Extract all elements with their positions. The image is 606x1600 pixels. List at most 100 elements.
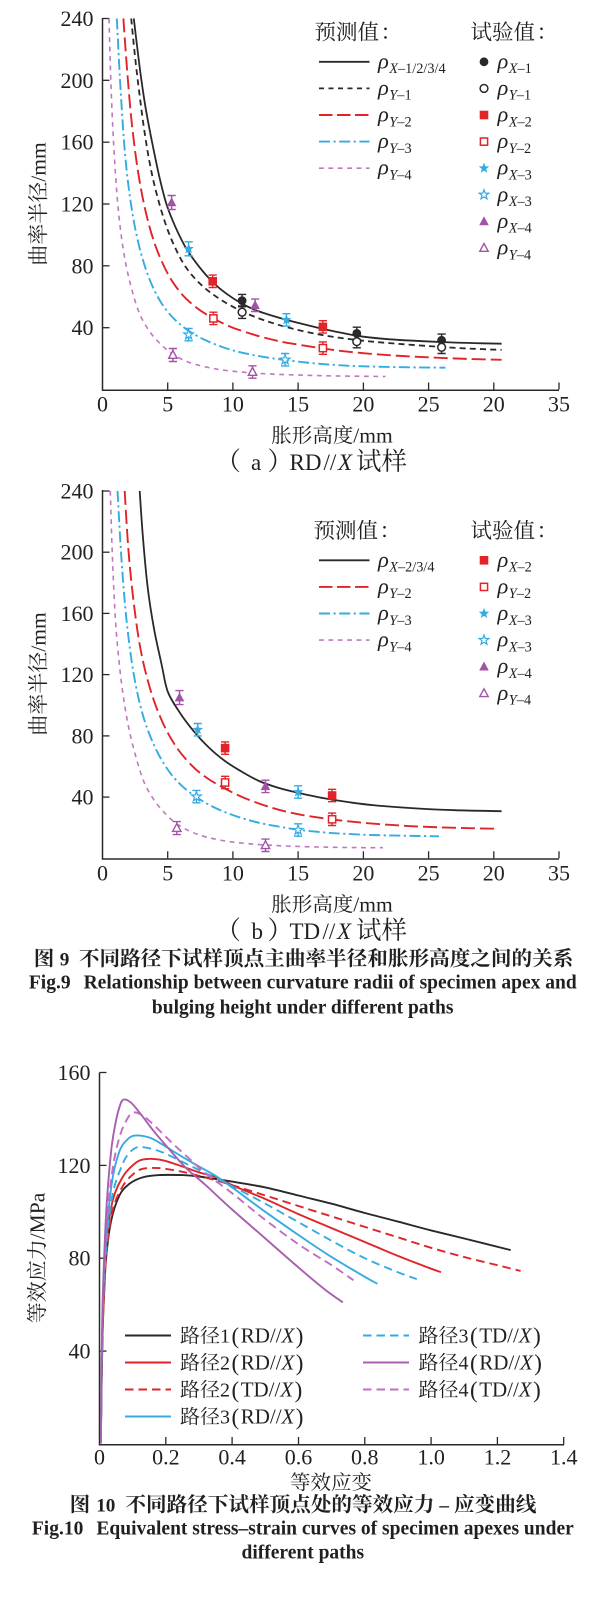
svg-text:ρ: ρ xyxy=(497,48,509,73)
svg-text:–3: –3 xyxy=(517,639,532,655)
svg-text:ρ: ρ xyxy=(377,600,389,625)
svg-text:1.0: 1.0 xyxy=(417,1445,445,1470)
svg-text:120: 120 xyxy=(58,1153,91,1178)
svg-text:): ) xyxy=(295,1378,303,1403)
svg-text:2: 2 xyxy=(220,1380,230,1402)
svg-text:–2: –2 xyxy=(517,114,532,130)
svg-text:ρ: ρ xyxy=(377,128,389,153)
svg-text:bulging height under different: bulging height under different paths xyxy=(152,998,454,1019)
svg-text:(: ( xyxy=(232,1378,240,1403)
svg-text:): ) xyxy=(534,1351,542,1376)
svg-text:80: 80 xyxy=(72,253,94,278)
svg-text:5: 5 xyxy=(162,392,173,417)
svg-text:X: X xyxy=(508,168,519,184)
svg-text:80: 80 xyxy=(69,1246,91,1271)
svg-text:ρ: ρ xyxy=(377,627,389,652)
svg-text:–1: –1 xyxy=(516,88,531,104)
svg-text:–4: –4 xyxy=(517,221,532,237)
svg-text:X: X xyxy=(508,613,519,629)
svg-text:Fig.9: Fig.9 xyxy=(29,973,71,994)
svg-text:–4: –4 xyxy=(516,693,531,709)
svg-text:0.6: 0.6 xyxy=(285,1445,313,1470)
svg-text:10: 10 xyxy=(222,392,244,417)
svg-text:TD//: TD// xyxy=(479,1324,519,1348)
svg-text:120: 120 xyxy=(61,192,94,217)
svg-text:X: X xyxy=(336,919,352,944)
svg-text:0.2: 0.2 xyxy=(152,1445,180,1470)
svg-text:X: X xyxy=(518,1378,533,1402)
svg-text:Y: Y xyxy=(509,586,519,602)
svg-text:b: b xyxy=(252,919,264,944)
svg-text:–3: –3 xyxy=(396,613,411,629)
svg-text:(: ( xyxy=(470,1378,478,1403)
svg-text:Y: Y xyxy=(389,639,399,655)
svg-text:–4: –4 xyxy=(517,666,532,682)
svg-text:RD: RD xyxy=(290,450,322,475)
svg-text://: // xyxy=(323,919,336,944)
svg-text:RD//: RD// xyxy=(241,1351,282,1375)
svg-text:(: ( xyxy=(232,1405,240,1430)
svg-text:Y: Y xyxy=(389,613,399,629)
svg-text:Y: Y xyxy=(509,693,519,709)
svg-text:/MPa: /MPa xyxy=(26,1192,50,1239)
svg-text:(: ( xyxy=(470,1351,478,1376)
svg-text:X: X xyxy=(508,61,519,77)
svg-text:–2/3/4: –2/3/4 xyxy=(397,560,435,576)
svg-text:Y: Y xyxy=(509,88,519,104)
svg-text:3: 3 xyxy=(459,1326,469,1348)
svg-text:ρ: ρ xyxy=(497,653,509,678)
svg-text:200: 200 xyxy=(61,68,94,93)
svg-text:5: 5 xyxy=(162,861,173,886)
svg-text:ρ: ρ xyxy=(497,627,509,652)
svg-text:20: 20 xyxy=(483,861,505,886)
svg-text:120: 120 xyxy=(61,662,94,687)
svg-text:a: a xyxy=(251,450,261,475)
svg-text:ρ: ρ xyxy=(377,573,389,598)
svg-text:RD//: RD// xyxy=(241,1405,282,1429)
svg-text:80: 80 xyxy=(72,723,94,748)
svg-text:): ) xyxy=(296,1324,304,1349)
svg-text:–3: –3 xyxy=(517,613,532,629)
svg-text:–2: –2 xyxy=(516,141,531,157)
svg-text:–2: –2 xyxy=(396,114,411,130)
svg-text:20: 20 xyxy=(483,392,505,417)
svg-text:–2: –2 xyxy=(396,586,411,602)
svg-text:40: 40 xyxy=(69,1339,91,1364)
svg-text:(: ( xyxy=(232,1351,240,1376)
svg-text:–1: –1 xyxy=(517,61,532,77)
svg-text:ρ: ρ xyxy=(497,547,509,572)
svg-text:Equivalent stress–strain curve: Equivalent stress–strain curves of speci… xyxy=(96,1519,574,1540)
svg-text:X: X xyxy=(508,639,519,655)
svg-text:Y: Y xyxy=(389,88,399,104)
svg-text:–3: –3 xyxy=(517,168,532,184)
svg-text:–: – xyxy=(438,1496,449,1517)
svg-text:RD//: RD// xyxy=(479,1351,520,1375)
svg-text:25: 25 xyxy=(418,861,440,886)
svg-text:TD//: TD// xyxy=(241,1378,281,1402)
svg-text:160: 160 xyxy=(61,130,94,155)
svg-text:X: X xyxy=(281,1351,296,1375)
svg-text:X: X xyxy=(388,61,399,77)
svg-text:): ) xyxy=(533,1378,541,1403)
svg-text:1: 1 xyxy=(220,1326,230,1348)
svg-text:ρ: ρ xyxy=(497,128,509,153)
svg-text:X: X xyxy=(508,114,519,130)
svg-text:ρ: ρ xyxy=(377,102,389,127)
svg-text:): ) xyxy=(296,1405,304,1430)
svg-text:0.4: 0.4 xyxy=(218,1445,246,1470)
svg-text:): ) xyxy=(533,1324,541,1349)
svg-text:Relationship between curvature: Relationship between curvature radii of … xyxy=(84,973,577,994)
svg-text:40: 40 xyxy=(72,785,94,810)
svg-text:Y: Y xyxy=(389,168,399,184)
svg-text:Y: Y xyxy=(389,141,399,157)
svg-text:–1/2/3/4: –1/2/3/4 xyxy=(397,61,446,77)
svg-text:10: 10 xyxy=(222,861,244,886)
svg-text:ρ: ρ xyxy=(497,680,509,705)
svg-text:0: 0 xyxy=(94,1445,105,1470)
svg-text:–3: –3 xyxy=(517,194,532,210)
svg-text:ρ: ρ xyxy=(497,75,509,100)
svg-text:20: 20 xyxy=(352,392,374,417)
svg-text:(: ( xyxy=(470,1324,478,1349)
svg-text:0: 0 xyxy=(97,392,108,417)
svg-text:different paths: different paths xyxy=(242,1543,365,1564)
